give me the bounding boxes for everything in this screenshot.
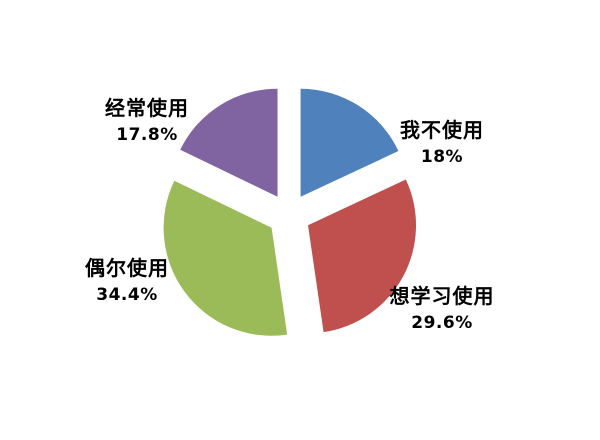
slice-percent-text: 17.8% <box>116 125 178 145</box>
slice-label-purple: 经常使用 17.8% <box>105 95 189 149</box>
slice-percent-text: 29.6% <box>411 313 473 333</box>
pie-slice-2 <box>163 180 288 336</box>
slice-category-text: 偶尔使用 <box>85 256 169 280</box>
slice-percent-text: 34.4% <box>96 285 158 305</box>
slice-label-green: 偶尔使用 34.4% <box>85 255 169 309</box>
slice-category-text: 我不使用 <box>400 118 484 142</box>
pie-slice-3 <box>180 88 278 197</box>
slice-category-text: 经常使用 <box>105 96 189 120</box>
slice-category-text: 想学习使用 <box>389 284 495 308</box>
pie-slice-0 <box>300 88 399 197</box>
pie-slice-1 <box>308 179 417 333</box>
slice-label-red: 想学习使用 29.6% <box>390 283 495 337</box>
slice-percent-text: 18% <box>420 147 464 167</box>
slice-label-blue: 我不使用 18% <box>400 117 484 171</box>
